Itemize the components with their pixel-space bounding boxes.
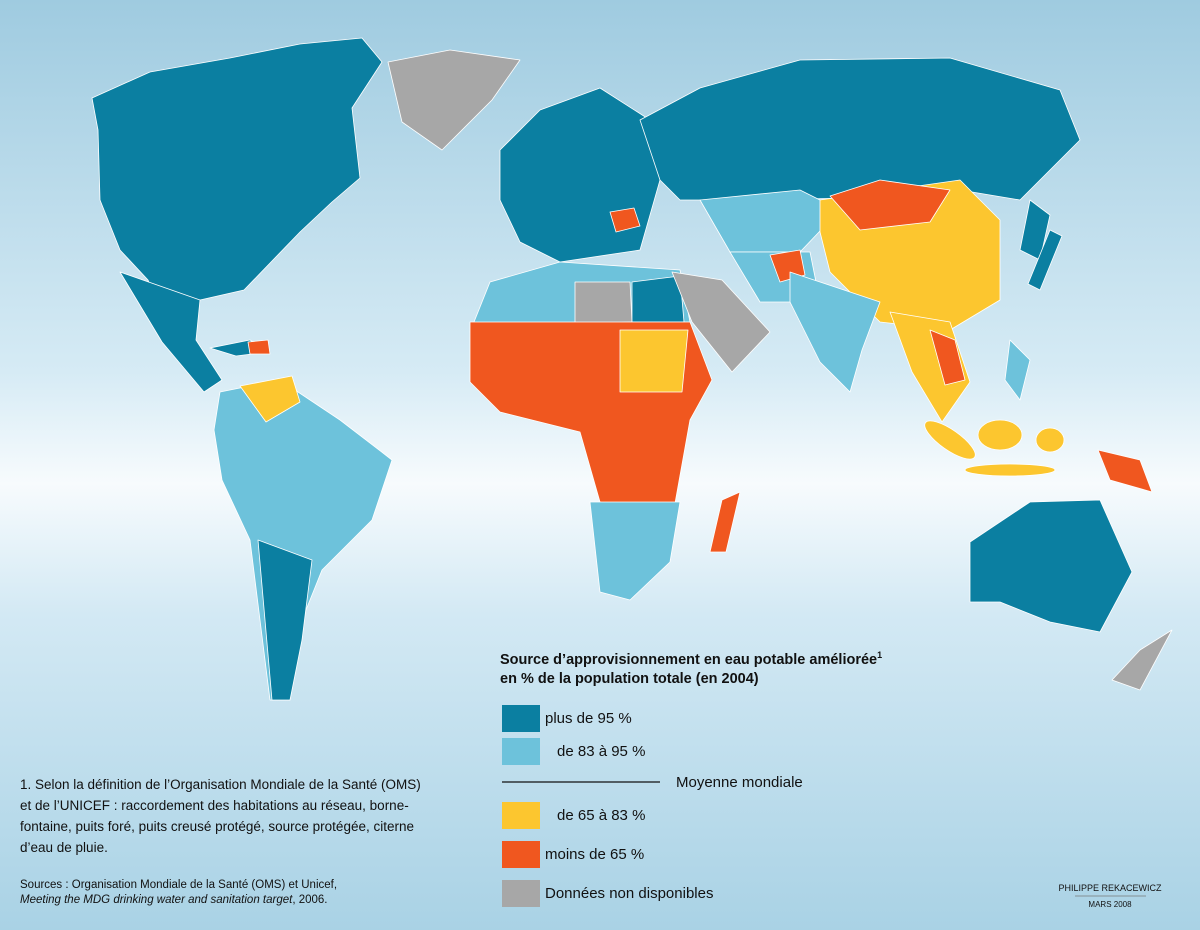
region — [1035, 427, 1065, 453]
sources-title: Meeting the MDG drinking water and sanit… — [20, 894, 293, 906]
region — [924, 420, 976, 460]
region — [829, 179, 951, 231]
legend-title-line: Source d’approvisionnement en eau potabl… — [500, 652, 877, 668]
region — [969, 499, 1133, 633]
legend-label: de 83 à 95 % — [557, 743, 645, 760]
sources-line: Meeting the MDG drinking water and sanit… — [20, 894, 327, 906]
region — [589, 501, 681, 601]
region — [119, 271, 223, 393]
world-map — [91, 37, 1173, 701]
region — [1004, 339, 1031, 401]
region — [639, 57, 1081, 201]
credit-date: MARS 2008 — [1088, 900, 1132, 909]
region — [929, 329, 966, 386]
region — [1111, 629, 1173, 691]
region — [964, 463, 1056, 477]
region — [1027, 229, 1063, 291]
sources-line: Sources : Organisation Mondiale de la Sa… — [20, 879, 337, 891]
footnote-line: et de l’UNICEF : raccordement des habita… — [20, 798, 409, 813]
region — [257, 539, 313, 701]
legend-label: moins de 65 % — [545, 846, 644, 863]
legend-label: plus de 95 % — [545, 710, 632, 727]
region — [1097, 449, 1153, 493]
region — [91, 37, 383, 309]
region — [709, 491, 741, 553]
region — [619, 329, 689, 393]
legend-title-sup: 1 — [877, 650, 882, 660]
legend-swatch — [502, 705, 540, 732]
footnote-line: fontaine, puits foré, puits creusé proté… — [20, 819, 414, 834]
legend-title-line: en % de la population totale (en 2004) — [500, 671, 759, 687]
region — [789, 271, 881, 393]
region — [574, 281, 633, 325]
sources-year: , 2006. — [292, 894, 327, 906]
legend-title: Source d’approvisionnement en eau potabl… — [500, 650, 882, 668]
region — [387, 49, 521, 151]
footnote-line: 1. Selon la définition de l’Organisation… — [20, 777, 421, 792]
legend-label: Données non disponibles — [545, 885, 713, 902]
region — [671, 271, 771, 373]
region — [977, 419, 1023, 451]
legend-label: de 65 à 83 % — [557, 807, 645, 824]
legend-swatch — [502, 841, 540, 868]
region — [239, 375, 301, 423]
legend-swatch — [502, 738, 540, 765]
region — [609, 207, 641, 233]
legend: Source d’approvisionnement en eau potabl… — [500, 650, 882, 907]
legend-swatch — [502, 802, 540, 829]
average-label: Moyenne mondiale — [676, 774, 803, 791]
region — [247, 339, 271, 355]
footnote-line: d’eau de pluie. — [20, 840, 108, 855]
credit-author: PHILIPPE REKACEWICZ — [1058, 883, 1162, 893]
legend-swatch — [502, 880, 540, 907]
